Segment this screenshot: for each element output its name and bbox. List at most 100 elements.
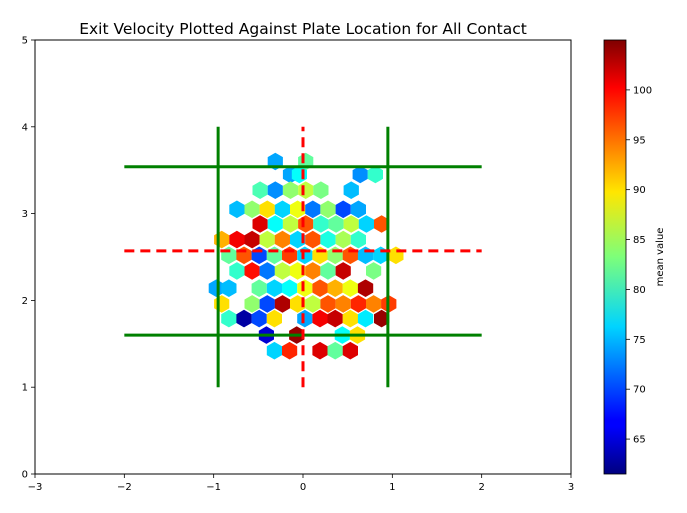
y-tick-label-4: 4: [22, 122, 28, 133]
hex-bin-18: [320, 200, 336, 219]
x-tick-label-0: −3: [28, 482, 43, 493]
hex-bin-7: [267, 181, 283, 199]
hex-bin-62: [221, 279, 237, 297]
hex-bin-52: [229, 262, 245, 280]
hex-bin-75: [290, 295, 306, 313]
hex-bin-20: [350, 200, 366, 219]
hex-bin-8: [282, 181, 299, 199]
hex-bin-26: [328, 215, 344, 233]
colorbar: [603, 39, 627, 475]
hex-bin-67: [312, 279, 328, 297]
hex-bin-68: [327, 279, 343, 297]
hex-bin-35: [290, 230, 306, 249]
hex-bin-58: [320, 262, 336, 280]
x-tick-label-6: 3: [568, 482, 574, 493]
hex-bin-28: [358, 215, 374, 233]
hex-bin-29: [374, 215, 390, 233]
hex-bin-73: [259, 295, 275, 313]
hex-bin-25: [313, 215, 329, 233]
hex-bin-56: [290, 262, 306, 280]
hex-bin-21: [252, 215, 268, 233]
hex-bin-90: [357, 309, 374, 328]
x-axis: −3 −2 −1 0 1 2 3: [28, 474, 574, 493]
hex-bin-55: [274, 262, 291, 280]
hex-bin-80: [366, 295, 382, 313]
hex-bin-27: [343, 215, 359, 233]
x-tick-label-5: 2: [478, 482, 484, 493]
hex-bin-15: [274, 200, 291, 219]
hex-bin-87: [312, 309, 328, 328]
hex-bin-70: [357, 279, 374, 297]
y-axis: 0 1 2 3 4 5: [22, 36, 35, 481]
hex-bin-97: [282, 341, 298, 360]
hex-bin-65: [282, 279, 298, 297]
hex-bin-59: [335, 262, 351, 280]
hex-bin-54: [259, 262, 275, 280]
hex-bin-83: [236, 309, 252, 328]
hex-bin-14: [259, 200, 275, 219]
hex-bin-38: [335, 230, 351, 249]
colorbar-label: mean value: [655, 228, 666, 287]
hex-bin-10: [313, 181, 329, 199]
hex-bin-53: [244, 262, 260, 280]
hex-bin-89: [342, 309, 358, 328]
hex-bin-60: [366, 262, 382, 280]
hex-bin-16: [290, 200, 306, 219]
colorbar-tick-label-3: 80: [633, 285, 646, 296]
hex-bin-5: [367, 165, 383, 184]
hex-bin-82: [221, 309, 237, 328]
colorbar-ticks: 65 70 75 80 85 90 95 100: [626, 85, 652, 446]
hex-bin-12: [229, 200, 245, 219]
x-tick-label-1: −2: [117, 482, 132, 493]
hex-bin-96: [266, 341, 282, 360]
hex-bin-77: [320, 295, 336, 313]
hex-bin-37: [320, 230, 336, 249]
reference-lines: [124, 126, 482, 388]
hex-bin-78: [335, 295, 351, 313]
hex-bin-32: [244, 230, 260, 249]
hex-bin-19: [335, 200, 351, 219]
hex-bin-84: [251, 309, 267, 328]
hex-bin-34: [274, 230, 291, 249]
colorbar-tick-label-6: 95: [633, 135, 646, 146]
hexbin-cells: [208, 152, 404, 360]
hex-bin-72: [244, 295, 260, 313]
hex-bin-85: [266, 309, 282, 328]
hex-bin-39: [350, 230, 366, 249]
hex-bin-61: [208, 279, 224, 297]
hex-bin-69: [342, 279, 358, 297]
x-tick-label-4: 1: [389, 482, 395, 493]
hex-bin-36: [305, 230, 321, 249]
x-tick-label-3: 0: [300, 482, 306, 493]
hex-bin-23: [282, 215, 299, 233]
y-tick-label-3: 3: [22, 209, 28, 220]
colorbar-tick-label-7: 100: [633, 85, 652, 96]
hex-bin-91: [374, 309, 390, 328]
colorbar-tick-label-1: 70: [633, 385, 646, 396]
hex-bin-79: [350, 295, 366, 313]
hex-bin-64: [266, 279, 282, 297]
y-tick-label-1: 1: [22, 383, 28, 394]
hex-bin-98: [312, 341, 328, 360]
hex-bin-17: [305, 200, 321, 219]
colorbar-tick-label-5: 90: [633, 185, 646, 196]
hex-bin-33: [259, 230, 275, 249]
hex-bin-22: [267, 215, 283, 233]
hex-bin-57: [305, 262, 321, 280]
hex-bin-99: [327, 341, 343, 360]
y-tick-label-5: 5: [22, 36, 28, 47]
hex-bin-66: [297, 279, 313, 297]
hex-bin-31: [229, 230, 245, 249]
colorbar-tick-label-2: 75: [633, 335, 646, 346]
colorbar-tick-label-4: 85: [633, 235, 646, 246]
hex-bin-4: [352, 165, 368, 184]
x-tick-label-2: −1: [206, 482, 221, 493]
hex-bin-6: [252, 181, 268, 199]
hex-bin-86: [297, 309, 313, 328]
hex-bin-100: [342, 341, 358, 360]
y-tick-label-0: 0: [22, 470, 28, 481]
colorbar-tick-label-0: 65: [633, 435, 646, 446]
hex-bin-76: [305, 295, 321, 313]
hex-bin-88: [327, 309, 343, 328]
